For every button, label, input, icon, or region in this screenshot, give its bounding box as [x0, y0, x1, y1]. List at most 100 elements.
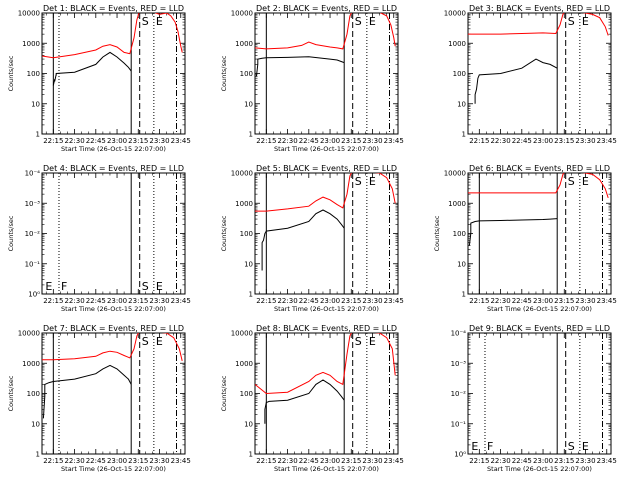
x-tick-label: 22:30: [64, 297, 84, 305]
chart-panel-1: Det 1: BLACK = Events, RED = LLD 1 10 100 10…: [7, 4, 191, 153]
events-series-line: [264, 379, 345, 424]
y-tick-label: 1: [249, 291, 253, 299]
y-tick-label: 100: [453, 230, 466, 238]
chart-title: Det 4: BLACK = Events, RED = LLD: [43, 164, 184, 173]
lld-series-line: [255, 13, 396, 50]
x-tick-label: 23:00: [320, 137, 340, 145]
x-tick-label: 23:30: [362, 297, 382, 305]
events-series-line: [52, 51, 132, 86]
x-tick-label: 23:30: [575, 457, 595, 465]
y-tick-label: 10000: [444, 10, 466, 18]
y-tick-label: 10⁰: [454, 451, 466, 459]
y-tick-label: 10000: [231, 10, 253, 18]
x-tick-label: 23:30: [575, 137, 595, 145]
x-tick-label: 23:45: [597, 137, 617, 145]
chart-panel-9: Det 9: BLACK = Events, RED = LLD 10⁰ 10⁻¹ 1…: [451, 324, 617, 473]
y-tick-label: 10⁻²: [25, 230, 41, 238]
x-tick-label: 22:30: [490, 297, 510, 305]
y-axis-label: Counts/sec: [433, 215, 441, 251]
x-axis-label: Start Time (26-Oct-15 22:07:00): [274, 465, 379, 473]
y-tick-label: 100: [240, 390, 253, 398]
x-tick-label: 23:45: [171, 457, 191, 465]
events-series-line: [474, 58, 558, 104]
x-tick-label: 23:15: [554, 297, 574, 305]
chart-title: Det 7: BLACK = Events, RED = LLD: [43, 324, 184, 333]
x-tick-label: 23:00: [107, 137, 127, 145]
y-tick-label: 10⁻⁴: [451, 330, 467, 338]
y-tick-label: 10000: [18, 10, 40, 18]
chart-panel-7: Det 7: BLACK = Events, RED = LLD 1 10 100 10…: [7, 324, 191, 473]
x-tick-label: 23:30: [362, 137, 382, 145]
event-marker-label: S: [568, 175, 575, 188]
y-tick-label: 1000: [235, 40, 253, 48]
x-tick-label: 23:30: [149, 457, 169, 465]
event-marker-label: E: [369, 175, 376, 188]
chart-title: Det 6: BLACK = Events, RED = LLD: [469, 164, 610, 173]
y-tick-label: 10: [244, 100, 253, 108]
x-tick-label: 23:15: [128, 137, 148, 145]
events-series-line: [468, 218, 558, 246]
x-axis-label: Start Time (26-Oct-15 22:07:00): [61, 305, 166, 313]
y-tick-label: 10: [31, 100, 40, 108]
lld-series-line: [42, 333, 183, 362]
y-tick-label: 10⁻³: [25, 200, 41, 208]
chart-panel-8: Det 8: BLACK = Events, RED = LLD 1 10 100 10…: [220, 324, 404, 473]
plot-frame: [254, 12, 399, 135]
event-marker-label: S: [568, 15, 575, 28]
y-axis-label: Counts/sec: [7, 55, 15, 91]
plot-frame: [254, 172, 399, 295]
x-tick-label: 22:30: [64, 457, 84, 465]
x-tick-label: 23:15: [341, 297, 361, 305]
x-tick-label: 22:30: [490, 137, 510, 145]
event-marker-label: E: [369, 335, 376, 348]
x-tick-label: 22:15: [43, 137, 63, 145]
x-tick-label: 22:30: [490, 457, 510, 465]
x-tick-label: 23:00: [107, 297, 127, 305]
y-tick-label: 100: [240, 70, 253, 78]
y-tick-label: 10000: [444, 170, 466, 178]
x-tick-label: 23:15: [341, 137, 361, 145]
events-series-line: [42, 364, 132, 419]
y-axis-label: Counts/sec: [7, 375, 15, 411]
x-tick-label: 23:00: [533, 297, 553, 305]
y-tick-label: 1000: [22, 360, 40, 368]
x-tick-label: 23:45: [171, 297, 191, 305]
chart-panel-4: Det 4: BLACK = Events, RED = LLD 10⁰ 10⁻¹ 1…: [7, 164, 191, 313]
y-tick-label: 10: [244, 260, 253, 268]
y-tick-label: 10: [244, 420, 253, 428]
x-tick-label: 23:15: [128, 457, 148, 465]
x-tick-label: 23:00: [533, 457, 553, 465]
y-axis-label: Counts/sec: [220, 375, 228, 411]
y-tick-label: 100: [453, 70, 466, 78]
lld-series-line: [468, 173, 609, 199]
x-tick-label: 22:45: [512, 297, 532, 305]
lld-series-line: [468, 13, 609, 36]
plot-frame: [41, 332, 186, 455]
y-axis-label: Counts/sec: [220, 215, 228, 251]
y-tick-label: 1: [462, 291, 466, 299]
x-tick-label: 23:15: [128, 297, 148, 305]
y-tick-label: 1: [36, 451, 40, 459]
event-marker-label: S: [355, 335, 362, 348]
x-tick-label: 23:00: [107, 457, 127, 465]
chart-title: Det 8: BLACK = Events, RED = LLD: [256, 324, 397, 333]
event-marker-label: E: [582, 440, 589, 453]
x-tick-label: 23:45: [597, 457, 617, 465]
event-marker-label: E: [156, 280, 163, 293]
chart-title: Det 1: BLACK = Events, RED = LLD: [43, 4, 184, 13]
y-tick-label: 1000: [448, 200, 466, 208]
y-tick-label: 10000: [231, 170, 253, 178]
event-marker-label: E: [156, 335, 163, 348]
y-tick-label: 10: [457, 100, 466, 108]
y-tick-label: 10⁻⁴: [25, 170, 41, 178]
plot-frame: [467, 332, 612, 455]
chart-panel-6: Det 6: BLACK = Events, RED = LLD 1 10 100 10…: [433, 164, 617, 313]
y-tick-label: 10: [31, 420, 40, 428]
event-marker-label: S: [142, 15, 149, 28]
chart-panel-2: Det 2: BLACK = Events, RED = LLD 1 10 100 10…: [220, 4, 404, 153]
chart-title: Det 5: BLACK = Events, RED = LLD: [256, 164, 397, 173]
event-marker-label: E: [369, 15, 376, 28]
event-marker-label: E: [582, 15, 589, 28]
y-tick-label: 100: [27, 390, 40, 398]
lld-series-line: [255, 333, 396, 395]
